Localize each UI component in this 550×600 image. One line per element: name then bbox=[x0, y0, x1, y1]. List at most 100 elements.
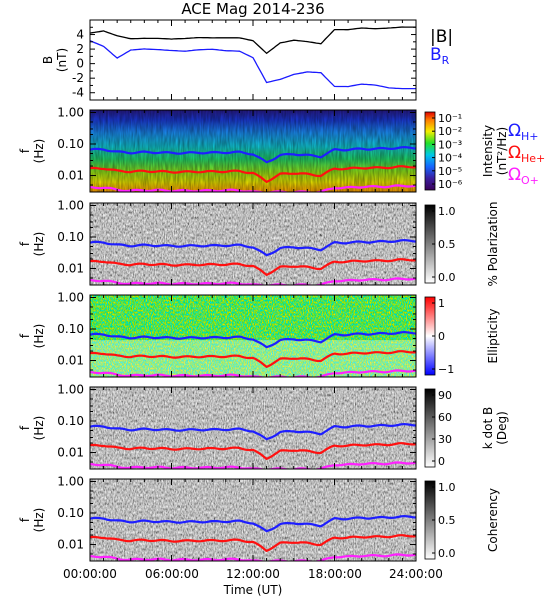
y-tick-label: -4 bbox=[72, 86, 84, 100]
y-axis-label-line2: (nT) bbox=[55, 48, 69, 72]
gyro-curve-h-plus bbox=[90, 330, 416, 349]
y-tick-label: 0.01 bbox=[57, 538, 84, 552]
y-tick-label: 1.00 bbox=[57, 382, 84, 396]
colorbar-tick-label: 10⁻⁴ bbox=[438, 152, 463, 165]
colorbar-title: Coherency bbox=[486, 488, 500, 552]
colorbar-title-line1: Coherency bbox=[486, 488, 500, 552]
y-tick-label: 1.00 bbox=[57, 105, 84, 119]
x-tick-label: 24:00:00 bbox=[389, 567, 443, 581]
plot-frame bbox=[89, 294, 417, 378]
spectrogram bbox=[90, 110, 416, 192]
y-axis-label: f(Hz) bbox=[18, 508, 46, 533]
colorbar bbox=[424, 388, 436, 468]
spectrogram bbox=[90, 479, 416, 561]
y-axis-label-line2: (Hz) bbox=[32, 139, 46, 164]
colorbar-tick-label: −1 bbox=[438, 363, 454, 376]
y-tick-label: 0.10 bbox=[57, 322, 84, 336]
series-line-b-radial bbox=[89, 40, 416, 90]
colorbar-tick-label: 10⁻² bbox=[438, 125, 462, 138]
y-tick-label: 1.00 bbox=[57, 290, 84, 304]
colorbar-tick-label: 0.0 bbox=[438, 547, 456, 560]
y-axis-label-line2: (Hz) bbox=[32, 508, 46, 533]
y-tick-label: 0.01 bbox=[57, 446, 84, 460]
legend-b-total: |B| bbox=[430, 27, 453, 47]
colorbar-tick-label: 0.5 bbox=[438, 514, 456, 527]
x-tick-label: 06:00:00 bbox=[145, 567, 199, 581]
y-axis-label-line1: f bbox=[18, 148, 32, 153]
y-axis-label-line2: (Hz) bbox=[32, 416, 46, 441]
y-tick-label: -2 bbox=[72, 71, 84, 85]
colorbar-tick-label: 10⁻³ bbox=[438, 138, 462, 151]
panel-ellipticity: 1.00 0.10 0.01 f(Hz) 1 0 −1 Ellipticity bbox=[18, 290, 500, 378]
colorbar bbox=[424, 111, 436, 191]
y-tick-label: 0.01 bbox=[57, 262, 84, 276]
y-tick-label: 1.00 bbox=[57, 198, 84, 212]
gyro-legend-item: ΩO+ bbox=[508, 165, 539, 187]
colorbar-title: % Polarization bbox=[486, 202, 500, 287]
y-axis-label-line2: (Hz) bbox=[32, 232, 46, 257]
spectrogram-texture bbox=[90, 110, 416, 192]
colorbar-tick-label: 60 bbox=[438, 411, 452, 424]
colorbar-title-line2: (nT²/Hz) bbox=[495, 127, 509, 175]
y-tick-label: 0.01 bbox=[57, 354, 84, 368]
plot-frame bbox=[89, 19, 417, 101]
plot-frame bbox=[89, 478, 417, 562]
plot-area bbox=[90, 20, 416, 100]
series-line-b-total bbox=[89, 26, 416, 55]
gyro-curve-h-plus bbox=[90, 514, 416, 533]
y-tick-label: 0.01 bbox=[57, 169, 84, 183]
colorbar-tick-label: 10⁻⁶ bbox=[438, 178, 463, 191]
spectrogram bbox=[90, 203, 416, 285]
y-tick-label: 0.10 bbox=[57, 230, 84, 244]
gyro-legend-item: ΩH+ bbox=[508, 121, 539, 143]
y-axis-label-line1: f bbox=[18, 241, 32, 246]
colorbar-title-line2: (Deg) bbox=[495, 411, 509, 445]
gyro-legend-item: ΩHe+ bbox=[508, 143, 545, 165]
figure-title: ACE Mag 2014-236 bbox=[181, 0, 324, 18]
gyro-legend-subscript: He+ bbox=[521, 152, 545, 165]
y-tick-label: 0.10 bbox=[57, 137, 84, 151]
colorbar-tick-label: 30 bbox=[438, 433, 452, 446]
gyro-curve-h-plus bbox=[90, 145, 416, 164]
colorbar-title: Intensity(nT²/Hz) bbox=[481, 125, 509, 177]
legend-b-radial: BR bbox=[430, 45, 450, 67]
gyro-curve-he-plus bbox=[90, 534, 416, 553]
colorbar-tick-label: 0 bbox=[438, 455, 445, 468]
spectrogram-fill bbox=[90, 479, 416, 561]
colorbar-tick-label: 1 bbox=[438, 297, 445, 310]
colorbar-title-line1: k dot B bbox=[481, 407, 495, 449]
y-tick-label: 2 bbox=[76, 42, 84, 56]
y-axis-label: f(Hz) bbox=[18, 416, 46, 441]
colorbar-tick-label: 10⁻⁵ bbox=[438, 165, 462, 178]
gyro-curve-he-plus bbox=[90, 350, 416, 369]
gyro-legend-subscript: H+ bbox=[521, 130, 539, 143]
panel-kdotb: 1.00 0.10 0.01 f(Hz) 90 60 30 0 k dot B(Deg) bbox=[18, 382, 509, 470]
colorbar-title-line1: Intensity bbox=[481, 125, 495, 177]
colorbar-tick-label: 0.0 bbox=[438, 271, 456, 284]
x-axis-title: Time (UT) bbox=[223, 583, 283, 597]
gyro-curve-h-plus bbox=[90, 422, 416, 441]
y-axis-label: B(nT) bbox=[41, 48, 69, 72]
y-tick-label: 4 bbox=[76, 28, 84, 42]
y-axis-label: f(Hz) bbox=[18, 324, 46, 349]
colorbar-title: Ellipticity bbox=[486, 309, 500, 364]
y-axis-label-line2: (Hz) bbox=[32, 324, 46, 349]
legend-b-radial-subscript: R bbox=[442, 54, 450, 67]
gyro-curve-he-plus bbox=[90, 442, 416, 461]
spectrogram-fill bbox=[90, 203, 416, 285]
y-axis-label-line1: f bbox=[18, 517, 32, 522]
y-tick-label: 0 bbox=[76, 57, 84, 71]
y-tick-label: 0.10 bbox=[57, 414, 84, 428]
x-tick-label: 12:00:00 bbox=[226, 567, 280, 581]
y-tick-label: 1.00 bbox=[57, 474, 84, 488]
x-tick-label: 18:00:00 bbox=[308, 567, 362, 581]
colorbar-title-line1: % Polarization bbox=[486, 202, 500, 287]
colorbar-tick-label: 0 bbox=[438, 330, 445, 343]
colorbar-tick-label: 90 bbox=[438, 389, 452, 402]
panel-field: 420-2-4B(nT) |B|BR bbox=[41, 19, 453, 101]
y-axis-label: f(Hz) bbox=[18, 232, 46, 257]
colorbar-tick-label: 1.0 bbox=[438, 481, 456, 494]
plot-frame bbox=[89, 202, 417, 286]
gyro-curve-he-plus bbox=[90, 165, 416, 184]
